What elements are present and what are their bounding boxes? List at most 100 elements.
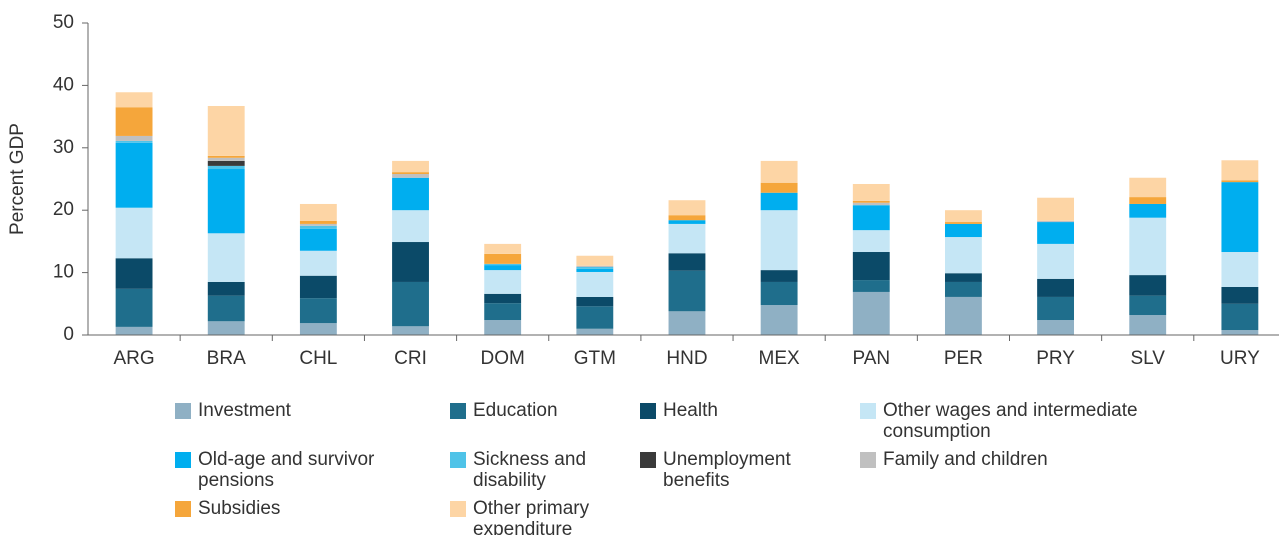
- legend-label: Investment: [198, 400, 291, 421]
- bar-segment: [207, 169, 245, 234]
- bar-segment: [299, 250, 337, 276]
- bar-segment: [760, 270, 798, 282]
- x-tick-label: PAN: [852, 348, 890, 369]
- bar-segment: [299, 220, 337, 224]
- legend-item: Subsidies: [175, 498, 450, 535]
- legend-swatch: [450, 501, 466, 517]
- bar-segment: [484, 303, 522, 321]
- bar-segment: [392, 174, 429, 178]
- y-tick-label: 10: [53, 262, 74, 283]
- legend-label: Sickness and disability: [473, 449, 587, 491]
- bar-segment: [484, 265, 522, 271]
- bar-segment: [1221, 303, 1259, 331]
- x-tick-label: CHL: [299, 348, 337, 369]
- bar-segment: [1129, 315, 1167, 335]
- bar-segment: [668, 215, 706, 221]
- bar-segment: [944, 281, 982, 297]
- bar-segment: [668, 223, 706, 254]
- bar-segment: [484, 270, 522, 294]
- legend-item: Other wages and intermediate consumption: [860, 400, 1200, 442]
- bar-segment: [207, 157, 245, 161]
- bar-segment: [392, 242, 429, 282]
- bar-segment: [944, 296, 982, 335]
- bar-segment: [1129, 275, 1167, 296]
- bar-segment: [668, 270, 706, 312]
- bar-segment: [852, 183, 890, 201]
- bar-segment: [207, 155, 245, 158]
- bar-segment: [207, 321, 245, 335]
- bar-segment: [944, 222, 982, 224]
- bar-segment: [576, 296, 614, 307]
- bar-segment: [299, 228, 337, 251]
- bar-segment: [1221, 160, 1259, 181]
- legend-swatch: [640, 403, 656, 419]
- bar-segment: [1221, 330, 1259, 335]
- bar-segment: [392, 281, 429, 327]
- bar-segment: [576, 265, 614, 267]
- y-tick-label: 30: [53, 137, 74, 158]
- legend-item: Unemployment benefits: [640, 449, 860, 491]
- bar-segment: [852, 291, 890, 335]
- bar-segment: [115, 135, 153, 141]
- bar-segment: [944, 237, 982, 274]
- legend-label: Health: [663, 400, 718, 421]
- bar-segment: [392, 172, 429, 175]
- bar-segment: [484, 320, 522, 335]
- legend-label: Subsidies: [198, 498, 281, 519]
- bar-segment: [207, 281, 245, 296]
- bar-segment: [576, 266, 614, 269]
- bar-segment: [668, 220, 706, 224]
- bar-segment: [207, 160, 245, 166]
- bar-segment: [207, 295, 245, 322]
- bar-segment: [668, 200, 706, 216]
- bar-segment: [1221, 182, 1259, 253]
- bar-segment: [852, 280, 890, 292]
- y-tick-label: 50: [53, 12, 74, 33]
- bar-segment: [668, 311, 706, 335]
- bar-segment: [115, 142, 153, 208]
- legend-label: Family and children: [883, 449, 1048, 470]
- bar-segment: [115, 107, 153, 136]
- legend-item: Education: [450, 400, 640, 442]
- bar-segment: [1037, 220, 1075, 223]
- bar-segment: [115, 326, 153, 335]
- legend-label: Unemployment benefits: [663, 449, 791, 491]
- bar-segment: [299, 223, 337, 226]
- bar-segment: [944, 210, 982, 223]
- bar-segment: [1037, 320, 1075, 335]
- bar-segment: [760, 210, 798, 271]
- bar-segment: [1037, 197, 1075, 221]
- bar-segment: [299, 225, 337, 229]
- bar-segment: [944, 223, 982, 238]
- legend-item: Sickness and disability: [450, 449, 640, 491]
- x-tick-label: DOM: [481, 348, 525, 369]
- bar-segment: [484, 263, 522, 266]
- bar-segment: [760, 281, 798, 306]
- x-tick-label: URY: [1220, 348, 1260, 369]
- bar-segment: [392, 210, 429, 243]
- bar-segment: [1037, 278, 1075, 297]
- x-tick-label: ARG: [113, 348, 154, 369]
- bar-segment: [852, 202, 890, 206]
- bar-segment: [299, 323, 337, 335]
- bar-segment: [207, 105, 245, 156]
- legend-item: Other primary expenditure: [450, 498, 640, 535]
- bar-segment: [1221, 286, 1259, 304]
- bar-segment: [115, 140, 153, 143]
- bar-segment: [1129, 203, 1167, 218]
- legend-swatch: [860, 452, 876, 468]
- x-tick-label: PRY: [1036, 348, 1075, 369]
- bar-segment: [299, 298, 337, 324]
- bar-segment: [392, 160, 429, 173]
- x-tick-label: CRI: [394, 348, 427, 369]
- legend-swatch: [450, 403, 466, 419]
- bar-segment: [1037, 296, 1075, 321]
- y-tick-label: 40: [53, 74, 74, 95]
- x-tick-label: HND: [666, 348, 707, 369]
- legend-item: Old-age and survivor pensions: [175, 449, 450, 491]
- x-tick-label: MEX: [759, 348, 801, 369]
- bar-segment: [852, 252, 890, 281]
- bar-segment: [484, 253, 522, 264]
- bar-segment: [299, 203, 337, 221]
